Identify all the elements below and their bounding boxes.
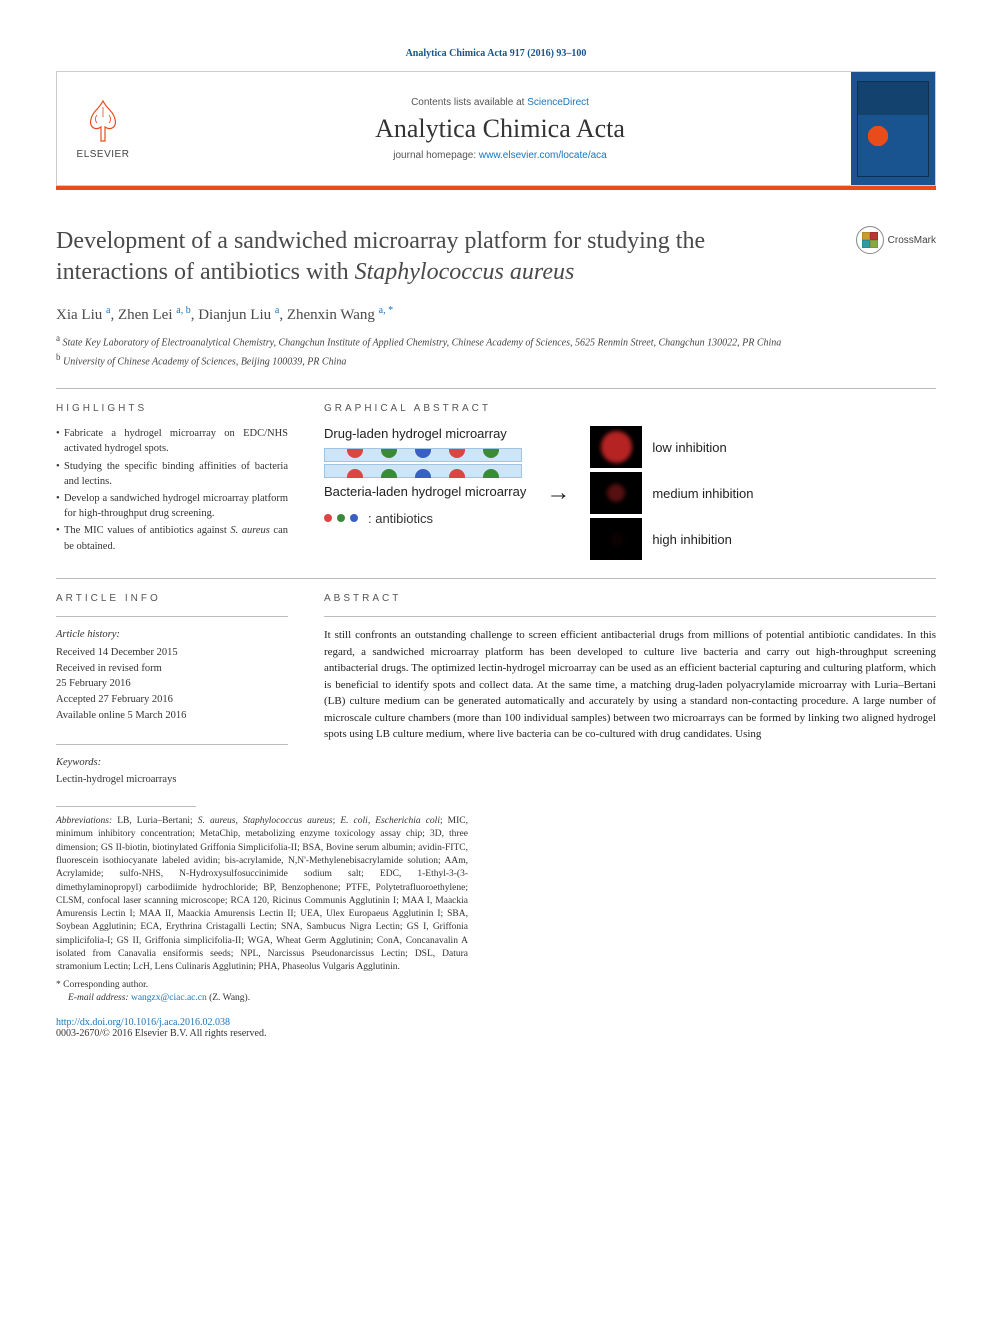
doi-line: http://dx.doi.org/10.1016/j.aca.2016.02.…: [56, 1017, 936, 1028]
highlight-item: Fabricate a hydrogel microarray on EDC/N…: [56, 426, 288, 456]
citation-header: Analytica Chimica Acta 917 (2016) 93–100: [56, 48, 936, 59]
keywords: Lectin-hydrogel microarrays: [56, 772, 288, 788]
ga-top-label: Drug-laden hydrogel microarray: [324, 426, 526, 442]
legend-dot-red: [324, 514, 332, 522]
ga-results: low inhibition medium inhibition high in…: [590, 426, 753, 560]
accent-bar: [56, 186, 936, 190]
copyright-line: 0003-2670/© 2016 Elsevier B.V. All right…: [56, 1028, 936, 1039]
ga-legend: : antibiotics: [324, 511, 526, 526]
highlights-label: HIGHLIGHTS: [56, 403, 288, 414]
article-history: Received 14 December 2015Received in rev…: [56, 645, 288, 724]
abbreviations-block: Abbreviations: LB, Luria–Bertani; S. aur…: [56, 815, 468, 975]
ga-result-item: medium inhibition: [590, 472, 753, 514]
ga-result-label: medium inhibition: [652, 486, 753, 501]
abstract-text: It still confronts an outstanding challe…: [324, 627, 936, 743]
abstract-label: ABSTRACT: [324, 593, 936, 604]
highlight-item: The MIC values of antibiotics against S.…: [56, 523, 288, 553]
keywords-label: Keywords:: [56, 755, 288, 771]
arrow-icon: →: [546, 480, 570, 507]
highlight-item: Studying the specific binding affinities…: [56, 459, 288, 489]
divider: [56, 744, 288, 745]
legend-dot-green: [337, 514, 345, 522]
contents-prefix: Contents lists available at: [411, 97, 527, 108]
ga-swatch: [590, 426, 642, 468]
ga-result-item: low inhibition: [590, 426, 753, 468]
ga-slide-bottom: [324, 464, 522, 478]
crossmark-icon: [856, 226, 884, 254]
graphical-abstract: Drug-laden hydrogel microarray Bacteria-…: [324, 426, 936, 560]
elsevier-tree-icon: [79, 97, 127, 145]
email-label: E-mail address:: [68, 993, 129, 1003]
ga-result-label: low inhibition: [652, 440, 726, 455]
publisher-name: ELSEVIER: [77, 149, 130, 160]
email-suffix: (Z. Wang).: [209, 993, 250, 1003]
footnote-divider: [56, 806, 196, 807]
publisher-logo-block: ELSEVIER: [57, 72, 149, 185]
highlight-item: Develop a sandwiched hydrogel microarray…: [56, 491, 288, 521]
ga-bottom-label: Bacteria-laden hydrogel microarray: [324, 484, 526, 500]
ga-slide-top: [324, 448, 522, 462]
journal-cover-thumb: [851, 72, 935, 185]
article-history-label: Article history:: [56, 627, 288, 643]
divider: [56, 578, 936, 579]
article-info: Article history: Received 14 December 20…: [56, 627, 288, 788]
footnotes: Abbreviations: LB, Luria–Bertani; S. aur…: [56, 815, 468, 1005]
graphical-abstract-label: GRAPHICAL ABSTRACT: [324, 403, 936, 414]
journal-name: Analytica Chimica Acta: [375, 114, 625, 144]
homepage-line: journal homepage: www.elsevier.com/locat…: [393, 150, 606, 161]
ga-swatch: [590, 518, 642, 560]
journal-masthead: ELSEVIER Contents lists available at Sci…: [56, 71, 936, 186]
legend-dot-blue: [350, 514, 358, 522]
crossmark-label: CrossMark: [888, 235, 936, 246]
crossmark-badge[interactable]: CrossMark: [856, 226, 936, 254]
authors-line: Xia Liu a, Zhen Lei a, b, Dianjun Liu a,…: [56, 305, 936, 324]
divider: [56, 388, 936, 389]
homepage-prefix: journal homepage:: [393, 150, 479, 161]
contents-lists-line: Contents lists available at ScienceDirec…: [411, 97, 589, 108]
doi-link[interactable]: http://dx.doi.org/10.1016/j.aca.2016.02.…: [56, 1017, 230, 1028]
corresponding-email-link[interactable]: wangzx@ciac.ac.cn: [131, 993, 207, 1003]
ga-result-label: high inhibition: [652, 532, 732, 547]
ga-result-item: high inhibition: [590, 518, 753, 560]
article-title: Development of a sandwiched microarray p…: [56, 226, 836, 287]
highlights-list: Fabricate a hydrogel microarray on EDC/N…: [56, 426, 288, 554]
email-line: E-mail address: wangzx@ciac.ac.cn (Z. Wa…: [68, 992, 468, 1005]
sciencedirect-link[interactable]: ScienceDirect: [527, 97, 589, 108]
abbrev-text: LB, Luria–Bertani; S. aureus, Staphyloco…: [56, 816, 468, 972]
journal-homepage-link[interactable]: www.elsevier.com/locate/aca: [479, 150, 607, 161]
ga-swatch: [590, 472, 642, 514]
title-line2-pre: interactions of antibiotics with: [56, 259, 355, 285]
corresponding-author: * Corresponding author.: [56, 979, 468, 992]
affiliations: a State Key Laboratory of Electroanalyti…: [56, 332, 936, 370]
ga-slides: [324, 448, 526, 478]
title-species: Staphylococcus aureus: [355, 259, 575, 285]
legend-text: : antibiotics: [368, 511, 433, 526]
abbrev-label: Abbreviations:: [56, 816, 112, 826]
article-info-label: ARTICLE INFO: [56, 593, 288, 604]
title-line1: Development of a sandwiched microarray p…: [56, 228, 705, 254]
divider: [324, 616, 936, 617]
divider: [56, 616, 288, 617]
